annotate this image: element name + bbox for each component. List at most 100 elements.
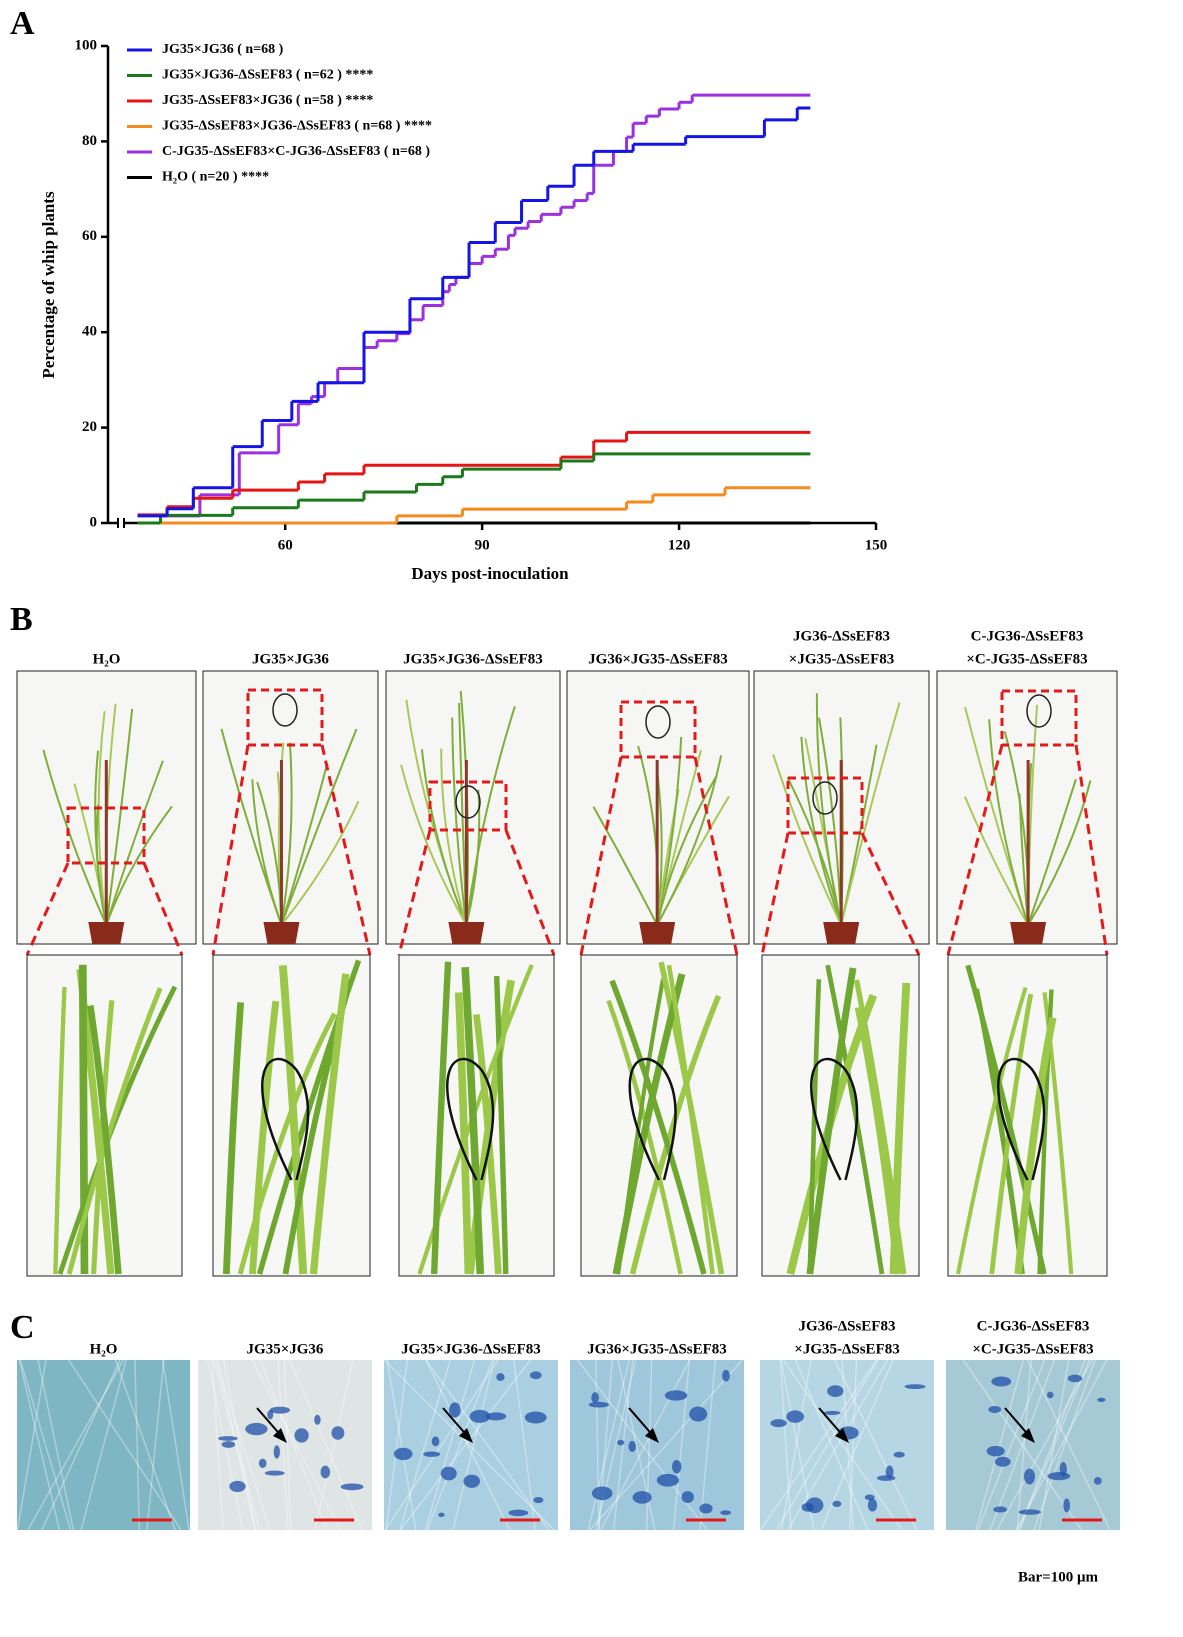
cell-wall (161, 1359, 190, 1531)
panel-label: C (10, 1309, 35, 1346)
arrow-head (645, 1428, 659, 1443)
cell-wall (384, 1359, 555, 1531)
y-tick-label: 20 (82, 419, 97, 435)
zoom-box (428, 780, 508, 832)
hyphae-stain (1063, 1498, 1070, 1513)
zoom-box (66, 806, 146, 865)
micrograph (570, 1360, 744, 1530)
column-title: C-JG36-ΔSsEF83 (971, 628, 1084, 644)
hyphae-stain (431, 1436, 440, 1447)
zoom-guide (25, 862, 70, 956)
pot (639, 922, 676, 944)
leaf (66, 987, 163, 1275)
leaf (854, 1006, 902, 1275)
hyphae-stain (267, 1410, 274, 1420)
cell-wall (782, 1359, 903, 1531)
cell-wall (975, 1359, 1025, 1531)
hyphae-stain (656, 1473, 680, 1487)
leaf (853, 979, 907, 1275)
leaf (280, 728, 358, 926)
legend-label: C-JG35-ΔSsEF83×C-JG36-ΔSsEF83 ( n=68 ) (162, 144, 430, 159)
hyphae-stain (1018, 1509, 1042, 1515)
cell-wall (977, 1359, 1046, 1531)
hyphae-stain (438, 1512, 445, 1517)
x-tick-label: 120 (668, 537, 691, 553)
hyphae-stain (993, 1506, 1008, 1513)
cell-wall (289, 1359, 363, 1531)
leaf (800, 736, 843, 926)
legend-label: JG35-ΔSsEF83×JG36 ( n=58 ) **** (162, 93, 373, 108)
leaf (988, 719, 1030, 926)
leaf (57, 985, 178, 1275)
hyphae-stain (991, 1376, 1012, 1387)
arrow-head (835, 1428, 849, 1443)
column-title: H₂O (93, 651, 121, 667)
whip (455, 785, 481, 819)
hyphae-stain (1097, 1397, 1106, 1402)
hyphae-stain (832, 1500, 842, 1508)
leaf (440, 748, 468, 926)
leaf (97, 711, 108, 926)
cell-wall (18, 1359, 61, 1531)
hyphae-stain (867, 1498, 878, 1512)
hyphae-stain (314, 1414, 321, 1425)
leaf (454, 992, 473, 1275)
zoom-box (1000, 689, 1078, 747)
cell-wall (595, 1359, 637, 1531)
whip (261, 1057, 310, 1181)
leaf (786, 776, 843, 926)
cell-wall (996, 1359, 1093, 1531)
hyphae-stain (893, 1451, 905, 1458)
legend-label: JG35-ΔSsEF83×JG36-ΔSsEF83 ( n=68 ) **** (162, 119, 432, 134)
leaf (280, 742, 293, 926)
hyphae-stain (331, 1426, 345, 1440)
whip (272, 693, 298, 727)
hyphae-stain (823, 1410, 841, 1415)
arrow-head (459, 1428, 473, 1443)
whip (812, 781, 838, 815)
cell-wall (1016, 1359, 1032, 1531)
hyphae-stain (689, 1406, 708, 1422)
hyphae-stain (496, 1373, 505, 1381)
column-title: JG36-ΔSsEF83 (799, 1318, 896, 1334)
cell-wall (222, 1359, 256, 1531)
hyphae-stain (591, 1486, 613, 1501)
hyphae-stain (632, 1491, 652, 1504)
hyphae-stain (885, 1465, 894, 1479)
panel-label: B (10, 601, 33, 638)
leaf (461, 967, 485, 1275)
column-title: JG35×JG36-ΔSsEF83 (401, 1341, 541, 1357)
cell-wall (452, 1359, 495, 1531)
leaf (237, 1012, 337, 1275)
hyphae-stain (720, 1510, 732, 1516)
leaf (1027, 778, 1077, 926)
column-title: ×C-JG35-ΔSsEF83 (972, 1341, 1093, 1357)
cell-wall (216, 1359, 256, 1531)
leaf (249, 1000, 280, 1275)
hyphae-stain (320, 1465, 331, 1479)
hyphae-stain (340, 1483, 364, 1491)
hyphae-stain (988, 1405, 1002, 1414)
leaf (105, 760, 164, 926)
hyphae-stain (485, 1412, 507, 1421)
hyphae-stain (588, 1401, 610, 1408)
hyphae-stain (393, 1447, 413, 1461)
pot (263, 922, 300, 944)
cell-wall (1018, 1359, 1090, 1531)
leaf (309, 973, 350, 1275)
leaf (656, 755, 723, 926)
leaf (815, 693, 843, 926)
legend-label: JG35×JG36-ΔSsEF83 ( n=62 ) **** (162, 68, 373, 83)
cell-wall (587, 1359, 630, 1531)
hyphae-stain (591, 1392, 600, 1404)
zoom-guide (693, 756, 739, 956)
hyphae-stain (258, 1458, 267, 1468)
legend-label: JG35×JG36 ( n=68 ) (162, 42, 284, 57)
hyphae-stain (827, 1385, 844, 1397)
column-title: JG36×JG35-ΔSsEF83 (587, 1341, 727, 1357)
column-title: JG35×JG36 (247, 1341, 324, 1357)
cell-wall (787, 1359, 889, 1531)
hyphae-stain (508, 1509, 529, 1517)
zoom-guide (1074, 744, 1109, 956)
column-title: ×C-JG35-ΔSsEF83 (966, 651, 1087, 667)
